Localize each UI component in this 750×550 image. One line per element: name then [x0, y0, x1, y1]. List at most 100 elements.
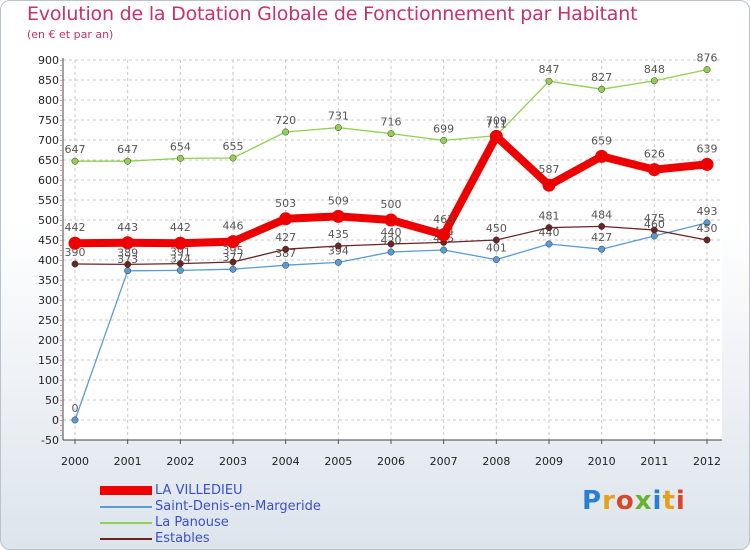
data-label: 639	[697, 142, 718, 155]
x-tick-label: 2008	[482, 455, 510, 468]
data-point	[282, 128, 290, 136]
data-label: 435	[328, 228, 349, 241]
data-point	[229, 265, 237, 273]
data-point	[71, 260, 79, 268]
data-label: 427	[275, 231, 296, 244]
y-tick-label: 450	[38, 234, 59, 247]
brand-letter: o	[615, 486, 635, 516]
x-tick-label: 2012	[693, 455, 721, 468]
data-label: 440	[381, 226, 402, 239]
legend-swatch	[100, 486, 152, 495]
data-point	[384, 213, 398, 227]
data-point	[121, 236, 135, 250]
y-tick-label: 200	[38, 334, 59, 347]
data-point	[545, 240, 553, 248]
data-point	[334, 124, 342, 132]
data-point	[124, 260, 132, 268]
data-point	[226, 235, 240, 249]
data-label: 391	[170, 246, 191, 259]
x-tick-label: 2007	[430, 455, 458, 468]
legend-swatch	[100, 522, 152, 524]
x-tick-label: 2003	[219, 455, 247, 468]
data-label: 0	[72, 402, 79, 415]
data-label: 401	[486, 242, 507, 255]
brand-letter: P	[582, 486, 603, 516]
x-tick-label: 2010	[588, 455, 616, 468]
data-point	[279, 212, 293, 226]
chart-title: Evolution de la Dotation Globale de Fonc…	[27, 3, 638, 25]
brand-letter: t	[662, 486, 676, 516]
x-tick-label: 2006	[377, 455, 405, 468]
y-tick-label: 0	[52, 414, 59, 427]
data-point	[545, 77, 553, 85]
legend-label: Saint-Denis-en-Margeride	[155, 499, 321, 514]
data-point	[650, 226, 658, 234]
data-point	[176, 154, 184, 162]
data-point	[334, 258, 342, 266]
data-point	[229, 258, 237, 266]
data-point	[387, 130, 395, 138]
y-tick-label: 300	[38, 294, 59, 307]
y-tick-label: 350	[38, 274, 59, 287]
data-label: 500	[381, 198, 402, 211]
data-point	[492, 236, 500, 244]
data-point	[387, 240, 395, 248]
data-point	[492, 256, 500, 264]
data-label: 484	[591, 208, 612, 221]
data-label: 374	[170, 252, 191, 265]
data-point	[176, 266, 184, 274]
data-point	[489, 129, 503, 143]
data-point	[282, 261, 290, 269]
legend-label: La Panouse	[155, 515, 229, 530]
data-label: 442	[65, 221, 86, 234]
data-label: 647	[117, 143, 138, 156]
data-label: 720	[275, 114, 296, 127]
y-tick-label: 900	[38, 54, 59, 67]
data-point	[598, 245, 606, 253]
data-label: 450	[697, 222, 718, 235]
x-tick-label: 2004	[272, 455, 300, 468]
data-label: 659	[591, 134, 612, 147]
legend-label: Estables	[155, 531, 210, 546]
data-point	[595, 149, 609, 163]
data-point	[650, 77, 658, 85]
chart-plot: -50 0 50 100 150 200 250 300 350 400 450 500 550 600 6…	[38, 52, 722, 468]
x-tick-label: 2005	[324, 455, 352, 468]
data-label: 389	[117, 246, 138, 259]
x-tick-label: 2000	[61, 455, 89, 468]
data-point	[703, 66, 711, 74]
data-point	[387, 248, 395, 256]
x-tick-label: 2002	[166, 455, 194, 468]
data-label: 394	[328, 244, 349, 257]
y-tick-label: 500	[38, 214, 59, 227]
data-point	[282, 245, 290, 253]
brand-logo: Proxiti	[582, 486, 686, 516]
y-tick-label: -50	[41, 434, 59, 447]
data-label: 827	[591, 71, 612, 84]
data-point	[440, 246, 448, 254]
legend-label: LA VILLEDIEU	[155, 483, 243, 498]
data-label: 711	[486, 118, 507, 131]
data-label: 460	[644, 218, 665, 231]
legend-swatch	[100, 538, 152, 540]
data-point	[124, 157, 132, 165]
legend-swatch	[100, 506, 152, 508]
data-label: 847	[539, 63, 560, 76]
data-point	[71, 157, 79, 165]
data-point	[700, 157, 714, 171]
data-point	[650, 232, 658, 240]
data-label: 699	[433, 122, 454, 135]
data-point	[331, 209, 345, 223]
brand-letter: x	[634, 486, 653, 516]
data-point	[598, 85, 606, 93]
brand-letter: i	[675, 486, 686, 516]
y-tick-label: 550	[38, 194, 59, 207]
data-label: 481	[539, 210, 560, 223]
data-label: 709	[486, 114, 507, 127]
data-label: 443	[117, 221, 138, 234]
data-label: 503	[275, 197, 296, 210]
data-point	[437, 228, 451, 242]
y-tick-label: 600	[38, 174, 59, 187]
y-tick-label: 400	[38, 254, 59, 267]
data-label: 626	[644, 148, 665, 161]
